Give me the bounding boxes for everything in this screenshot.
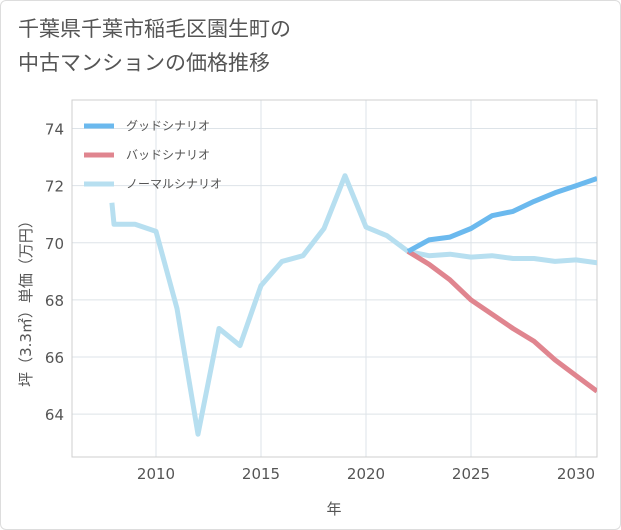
chart-title: 千葉県千葉市稲毛区園生町の 中古マンションの価格推移 — [18, 12, 578, 80]
legend-label: バッドシナリオ — [126, 148, 210, 162]
series-line-2 — [109, 173, 597, 437]
chart-title-line-1: 千葉県千葉市稲毛区園生町の — [18, 17, 291, 41]
y-tick-label: 66 — [45, 349, 64, 367]
series-line-0 — [406, 176, 597, 254]
y-tick-label: 74 — [45, 121, 64, 139]
y-tick-label: 72 — [45, 178, 64, 196]
chart-title-line-2: 中古マンションの価格推移 — [18, 51, 270, 75]
series-line-1 — [406, 249, 597, 394]
x-axis-label: 年 — [326, 500, 341, 518]
x-tick-labels: 2010 2015 2020 2025 2030 — [137, 465, 595, 483]
y-tick-label: 70 — [45, 235, 64, 253]
chart-series — [109, 173, 597, 437]
y-tick-label: 68 — [45, 292, 64, 310]
x-tick-label: 2030 — [557, 465, 595, 483]
x-tick-label: 2025 — [452, 465, 490, 483]
plot-border — [71, 99, 598, 458]
y-axis-label: 坪（3.3㎡）単価（万円） — [17, 213, 35, 387]
y-tick-labels: 64 66 68 70 72 74 — [45, 121, 64, 425]
y-tick-label: 64 — [45, 406, 64, 424]
x-tick-label: 2010 — [137, 465, 175, 483]
legend-label: グッドシナリオ — [126, 119, 210, 133]
legend-label: ノーマルシナリオ — [126, 177, 222, 191]
x-tick-label: 2020 — [347, 465, 385, 483]
x-tick-label: 2015 — [242, 465, 280, 483]
